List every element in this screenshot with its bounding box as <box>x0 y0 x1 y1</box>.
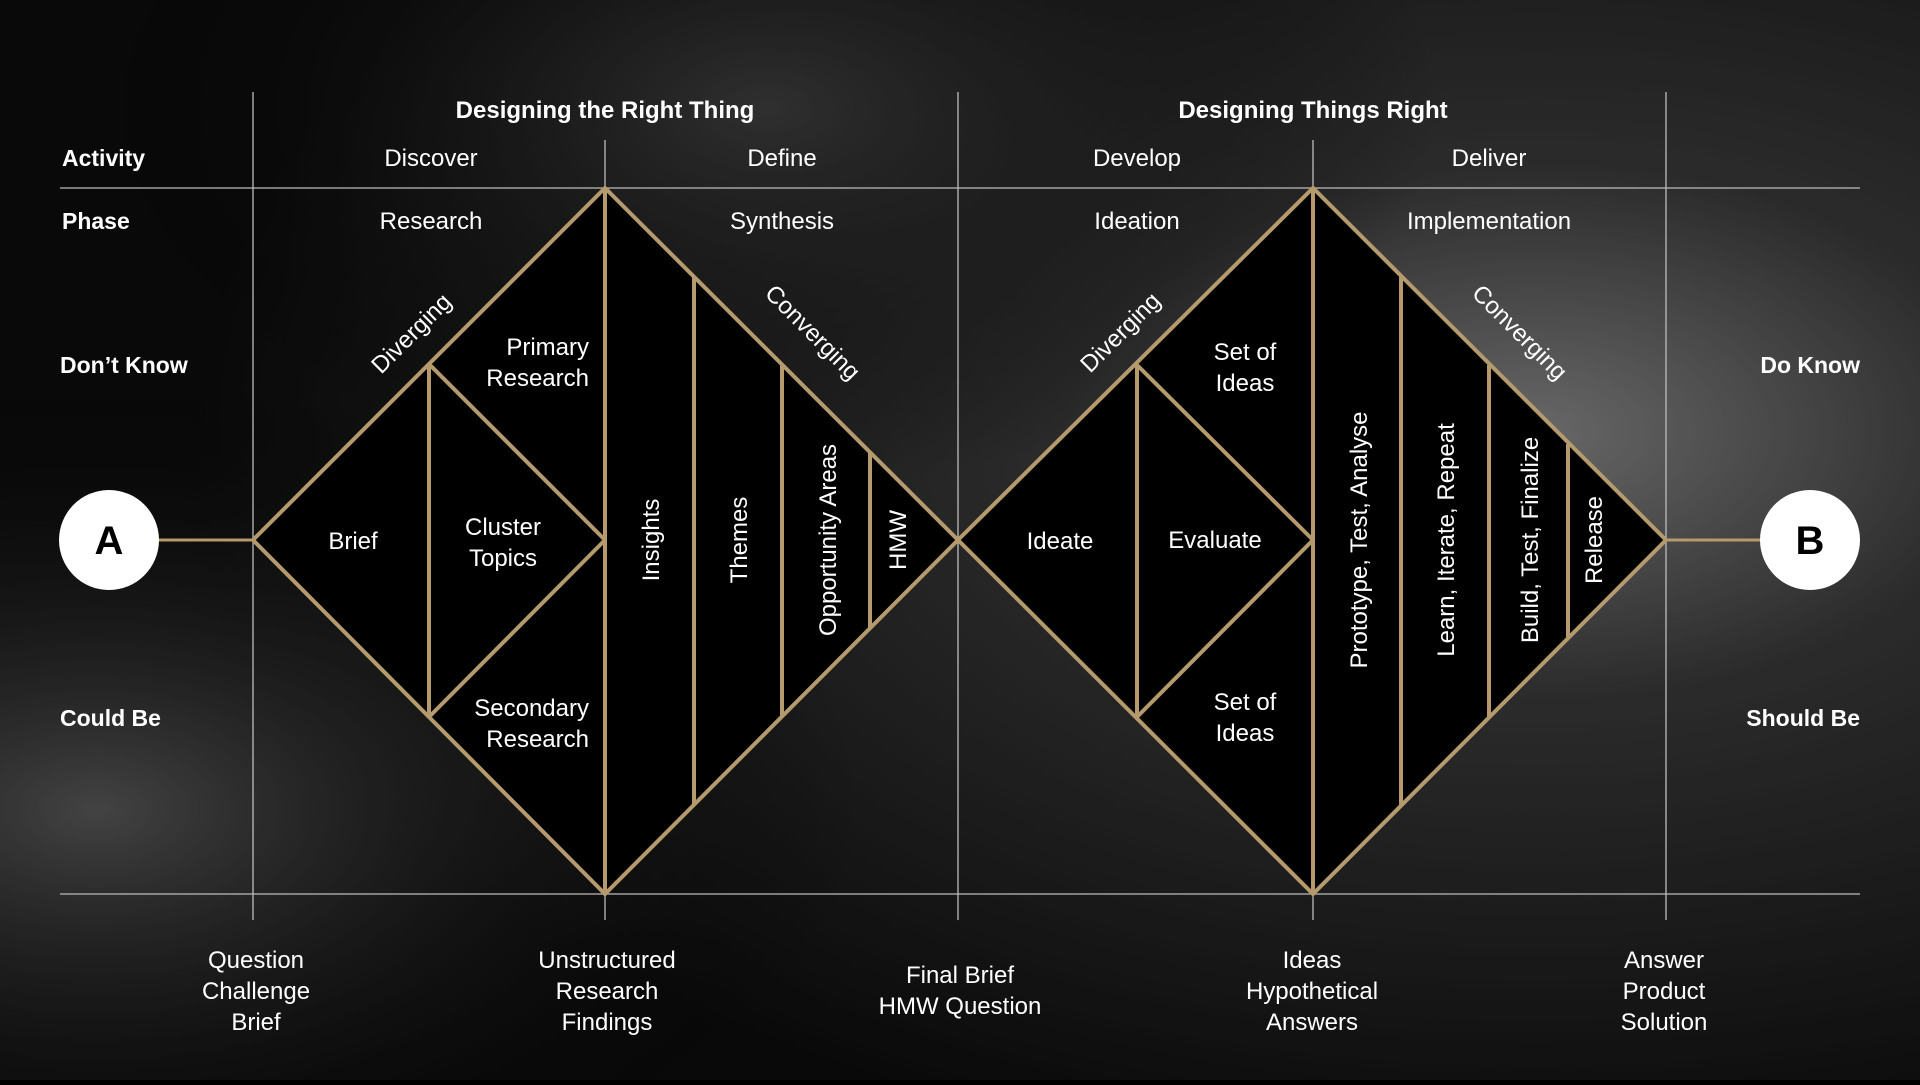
label-learn-iterate-repeat: Learn, Iterate, Repeat <box>1433 423 1460 657</box>
label-insights: Insights <box>638 499 665 582</box>
label-opportunity-areas: Opportunity Areas <box>815 444 842 636</box>
output-5-line3: Solution <box>1621 1009 1708 1036</box>
output-1-line3: Brief <box>231 1009 281 1036</box>
activity-deliver: Deliver <box>1452 145 1527 172</box>
label-set-top-line1: Set of <box>1214 339 1277 366</box>
side-should-be: Should Be <box>1746 705 1860 731</box>
phase-research: Research <box>380 208 483 235</box>
header-designing-things-right: Designing Things Right <box>1178 97 1447 124</box>
label-secondary-line1: Secondary <box>474 695 589 722</box>
phase-ideation: Ideation <box>1094 208 1179 235</box>
output-5-line1: Answer <box>1624 947 1704 974</box>
output-4-line1: Ideas <box>1283 947 1342 974</box>
label-set-bottom-line2: Ideas <box>1216 720 1275 747</box>
side-dont-know: Don’t Know <box>60 352 188 378</box>
output-2: Unstructured Research Findings <box>538 947 675 1036</box>
output-4-line2: Hypothetical <box>1246 978 1378 1005</box>
label-brief: Brief <box>328 528 378 555</box>
label-themes: Themes <box>726 497 753 584</box>
diamond-discover-define <box>250 185 961 897</box>
label-primary-line1: Primary <box>506 334 589 361</box>
diamond-develop-deliver <box>955 185 1669 897</box>
output-3: Final Brief HMW Question <box>879 962 1042 1020</box>
side-could-be: Could Be <box>60 705 161 731</box>
label-cluster-line2: Topics <box>469 545 537 572</box>
end-point-label: B <box>1796 519 1825 563</box>
start-point-label: A <box>95 519 124 563</box>
start-point-a <box>59 490 159 590</box>
activity-define: Define <box>747 145 816 172</box>
label-set-top-line2: Ideas <box>1216 370 1275 397</box>
row-label-activity: Activity <box>62 145 145 171</box>
header-designing-right-thing: Designing the Right Thing <box>456 97 755 124</box>
label-release: Release <box>1581 496 1608 584</box>
phase-implementation: Implementation <box>1407 208 1571 235</box>
label-build-test-finalize: Build, Test, Finalize <box>1517 437 1544 643</box>
output-2-line1: Unstructured <box>538 947 675 974</box>
label-ideate: Ideate <box>1027 528 1094 555</box>
output-2-line3: Findings <box>562 1009 653 1036</box>
output-3-line1: Final Brief <box>906 962 1014 989</box>
activity-discover: Discover <box>384 145 477 172</box>
output-1-line2: Challenge <box>202 978 310 1005</box>
output-1: Question Challenge Brief <box>202 947 310 1036</box>
output-5: Answer Product Solution <box>1621 947 1708 1036</box>
output-1-line1: Question <box>208 947 304 974</box>
diamond-1-dividers <box>427 188 872 894</box>
label-primary-line2: Research <box>486 365 589 392</box>
output-5-line2: Product <box>1623 978 1706 1005</box>
label-secondary-line2: Research <box>486 726 589 753</box>
output-4: Ideas Hypothetical Answers <box>1246 947 1378 1036</box>
output-4-line3: Answers <box>1266 1009 1358 1036</box>
row-label-phase: Phase <box>62 208 130 234</box>
activity-develop: Develop <box>1093 145 1181 172</box>
phase-synthesis: Synthesis <box>730 208 834 235</box>
output-2-line2: Research <box>556 978 659 1005</box>
label-cluster-line1: Cluster <box>465 514 541 541</box>
label-prototype-test-analyse: Prototype, Test, Analyse <box>1346 411 1373 668</box>
label-set-bottom-line1: Set of <box>1214 689 1277 716</box>
diamond-2-dividers <box>1135 188 1570 894</box>
side-do-know: Do Know <box>1760 352 1860 378</box>
label-hmw: HMW <box>885 510 912 570</box>
end-point-b <box>1760 490 1860 590</box>
label-evaluate: Evaluate <box>1168 527 1261 554</box>
output-3-line2: HMW Question <box>879 993 1042 1020</box>
